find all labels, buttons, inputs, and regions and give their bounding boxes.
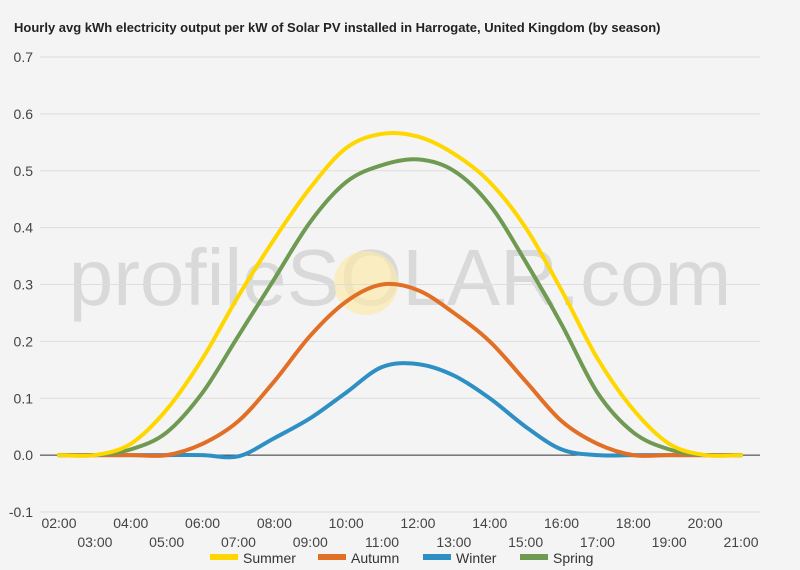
legend-item-spring[interactable]: Spring xyxy=(520,550,593,566)
x-tick-label: 15:00 xyxy=(508,534,543,550)
x-tick-label: 09:00 xyxy=(293,534,328,550)
x-tick-label: 20:00 xyxy=(688,515,723,531)
x-tick-label: 10:00 xyxy=(329,515,364,531)
chart-title: Hourly avg kWh electricity output per kW… xyxy=(14,20,661,35)
series-line-winter xyxy=(57,361,743,460)
y-tick-label: -0.1 xyxy=(9,504,33,520)
legend-swatch xyxy=(520,554,548,560)
y-tick-label: 0.0 xyxy=(14,447,34,463)
legend-label: Spring xyxy=(553,550,593,566)
x-tick-label: 02:00 xyxy=(41,515,76,531)
y-tick-label: 0.4 xyxy=(14,220,34,236)
y-tick-label: 0.1 xyxy=(14,390,34,406)
legend-label: Summer xyxy=(243,550,296,566)
x-tick-label: 07:00 xyxy=(221,534,256,550)
x-tick-label: 12:00 xyxy=(400,515,435,531)
x-tick-label: 03:00 xyxy=(77,534,112,550)
legend-item-summer[interactable]: Summer xyxy=(210,550,296,566)
x-tick-label: 17:00 xyxy=(580,534,615,550)
x-tick-label: 18:00 xyxy=(616,515,651,531)
series-line-autumn xyxy=(57,281,743,458)
x-tick-label: 08:00 xyxy=(257,515,292,531)
x-tick-label: 06:00 xyxy=(185,515,220,531)
y-tick-label: 0.2 xyxy=(14,333,34,349)
legend-label: Winter xyxy=(456,550,497,566)
legend-label: Autumn xyxy=(351,550,399,566)
x-tick-label: 11:00 xyxy=(365,534,399,550)
legend: Summer Autumn Winter Spring xyxy=(210,550,593,566)
x-tick-label: 16:00 xyxy=(544,515,579,531)
series-line-summer xyxy=(57,130,743,458)
series-line-spring xyxy=(57,157,743,458)
y-tick-label: 0.3 xyxy=(14,277,34,293)
legend-swatch xyxy=(423,554,451,560)
legend-swatch xyxy=(318,554,346,560)
legend-item-winter[interactable]: Winter xyxy=(423,550,497,566)
legend-swatch xyxy=(210,554,238,560)
x-tick-label: 21:00 xyxy=(723,534,758,550)
axes: -0.1 0.0 0.1 0.2 0.3 0.4 0.5 0.6 0.7 02:0003:0004… xyxy=(9,49,759,550)
watermark: profileSOLAR.com xyxy=(69,233,731,322)
y-tick-label: 0.6 xyxy=(14,106,34,122)
x-tick-label: 04:00 xyxy=(113,515,148,531)
series-lines xyxy=(57,130,743,460)
y-tick-label: 0.5 xyxy=(14,163,34,179)
legend-item-autumn[interactable]: Autumn xyxy=(318,550,399,566)
x-tick-label: 19:00 xyxy=(652,534,687,550)
x-tick-label: 13:00 xyxy=(436,534,471,550)
x-tick-label: 14:00 xyxy=(472,515,507,531)
y-tick-label: 0.7 xyxy=(14,49,34,65)
x-tick-label: 05:00 xyxy=(149,534,184,550)
